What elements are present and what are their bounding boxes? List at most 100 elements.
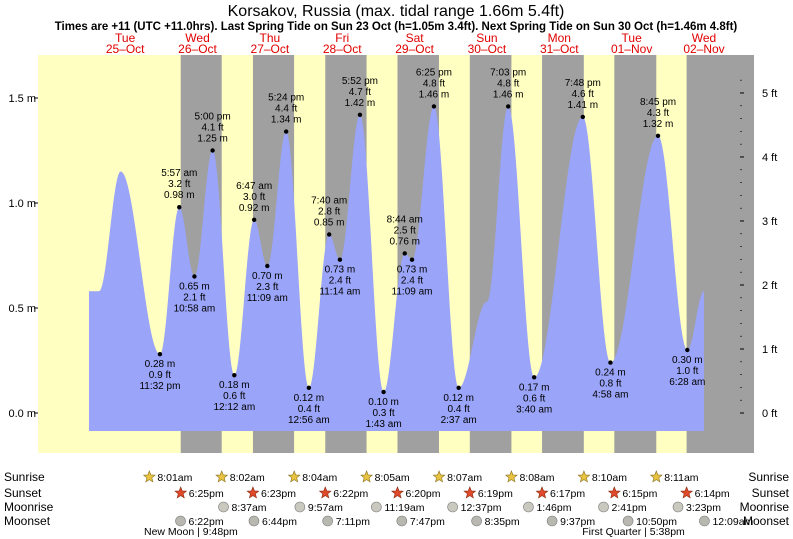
astro-event-time: 9:57am: [308, 502, 343, 514]
tide-high-label: 4.4 ft: [275, 104, 297, 115]
day-date-label: 30–Oct: [468, 42, 507, 56]
tide-high-label: 7:03 pm: [490, 67, 526, 78]
tide-high-point: [177, 205, 182, 210]
moonset-icon: [396, 515, 408, 527]
tide-high-label: 1.34 m: [271, 115, 302, 126]
astro-event-time: 8:01am: [157, 472, 192, 484]
tide-low-label: 0.18 m: [219, 380, 250, 391]
tide-high-label: 1.25 m: [197, 134, 228, 145]
tide-low-label: 1:43 am: [366, 419, 402, 430]
tide-low-point: [381, 389, 386, 395]
chart-subtitle: Times are +11 (UTC +11.0hrs). Last Sprin…: [55, 21, 738, 33]
day-of-week-label: Wed: [692, 31, 716, 45]
tide-low-label: 0.3 ft: [372, 408, 394, 419]
astro-event-time: 8:02am: [230, 472, 265, 484]
tide-high-label: 1.32 m: [643, 119, 674, 130]
astro-event-time: 3:23pm: [686, 502, 721, 514]
tide-low-label: 0.17 m: [519, 382, 550, 393]
sunset-icon: [318, 486, 332, 499]
y-tick-label-ft: 4 ft: [762, 152, 777, 164]
astro-event-time: 8:08am: [519, 472, 554, 484]
day-date-label: 29–Oct: [395, 42, 434, 56]
day-date-label: 31–Oct: [540, 42, 579, 56]
moon-phase-label: First Quarter | 5:38pm: [582, 526, 685, 538]
day-labels: Tue25–OctWed26–OctThu27–OctFri28–OctSat2…: [106, 31, 725, 56]
tide-low-label: 0.4 ft: [298, 404, 320, 415]
day-of-week-label: Sat: [406, 31, 425, 45]
day-of-week-label: Thu: [260, 31, 281, 45]
astro-event-time: 6:22pm: [333, 488, 368, 500]
astro-event-time: 8:11am: [664, 472, 698, 484]
astro-row-label-right: Moonrise: [740, 500, 790, 514]
astro-event-time: 6:15pm: [622, 488, 657, 500]
moonrise-icon: [218, 501, 229, 513]
tide-low-label: 0.8 ft: [599, 379, 621, 390]
tide-high-label: 0.85 m: [314, 218, 345, 229]
tide-high-label: 5:24 pm: [268, 93, 304, 104]
tide-high-label: 5:00 pm: [195, 112, 231, 123]
tide-low-label: 0.24 m: [595, 368, 626, 379]
tide-high-label: 4.6 ft: [572, 89, 594, 100]
y-tick-label-ft: 2 ft: [762, 280, 777, 292]
day-of-week-label: Mon: [548, 31, 571, 45]
tide-high-point: [580, 114, 586, 120]
day-date-label: 25–Oct: [106, 42, 145, 56]
tide-low-label: 0.30 m: [672, 355, 703, 366]
astro-event-time: 6:23pm: [261, 488, 296, 500]
tide-low-label: 12:12 am: [213, 402, 255, 413]
moonrise-icon: [447, 501, 458, 513]
tide-high-point: [505, 104, 511, 109]
tide-low-label: 2.4 ft: [401, 276, 423, 287]
tide-high-label: 1.46 m: [493, 89, 524, 100]
tide-low-label: 0.73 m: [397, 265, 428, 276]
night-band-edge: [740, 55, 754, 453]
tide-high-point: [210, 148, 215, 153]
tide-high-label: 0.98 m: [164, 190, 195, 201]
tide-low-label: 1.0 ft: [676, 366, 698, 377]
tide-high-label: 7:40 am: [311, 196, 347, 207]
sunrise-icon: [215, 470, 229, 483]
sunrise-icon: [649, 470, 663, 483]
astro-event-time: 8:37am: [232, 502, 267, 514]
tide-high-label: 1.41 m: [568, 100, 599, 111]
day-of-week-label: Wed: [185, 31, 209, 45]
day-date-label: 26–Oct: [178, 42, 217, 56]
tide-low-label: 0.12 m: [294, 393, 325, 404]
astro-event-time: 8:04am: [302, 472, 337, 484]
tide-low-label: 2.4 ft: [329, 276, 351, 287]
astro-event-time: 6:20pm: [405, 488, 440, 500]
moonrise-icon: [371, 501, 382, 513]
tide-low-point: [306, 385, 312, 390]
tide-high-point: [251, 217, 257, 222]
tide-high-label: 4.7 ft: [349, 87, 371, 98]
moonrise-icon: [523, 501, 534, 513]
sunrise-icon: [142, 470, 156, 483]
y-tick-label-ft: 3 ft: [762, 216, 777, 228]
sunrise-icon: [432, 470, 446, 483]
astro-event-time: 8:35pm: [485, 516, 520, 528]
sunset-icon: [246, 486, 260, 499]
y-tick-label-m: 1.0 m: [8, 198, 36, 210]
y-tick-label-m: 0.5 m: [8, 303, 36, 315]
tide-low-label: 0.28 m: [145, 359, 176, 370]
y-tick-label-ft: 0 ft: [762, 408, 777, 420]
day-of-week-label: Sun: [476, 31, 497, 45]
day-date-label: 28–Oct: [323, 42, 362, 56]
day-of-week-label: Tue: [115, 31, 136, 45]
astro-event-time: 10:50pm: [636, 516, 677, 528]
astro-event-time: 6:14pm: [695, 488, 730, 500]
moonset-icon: [622, 515, 634, 527]
moonset-icon: [471, 515, 482, 527]
day-date-label: 27–Oct: [251, 42, 290, 56]
day-date-label: 01–Nov: [611, 42, 652, 56]
tide-low-label: 2:37 am: [441, 415, 477, 426]
sunset-icon: [535, 486, 549, 499]
tide-high-point: [283, 129, 289, 134]
moonset-icon: [322, 515, 334, 527]
day-date-label: 02–Nov: [683, 42, 724, 56]
astro-event-time: 1:46pm: [536, 502, 571, 514]
tide-high-label: 6:25 pm: [416, 67, 452, 78]
